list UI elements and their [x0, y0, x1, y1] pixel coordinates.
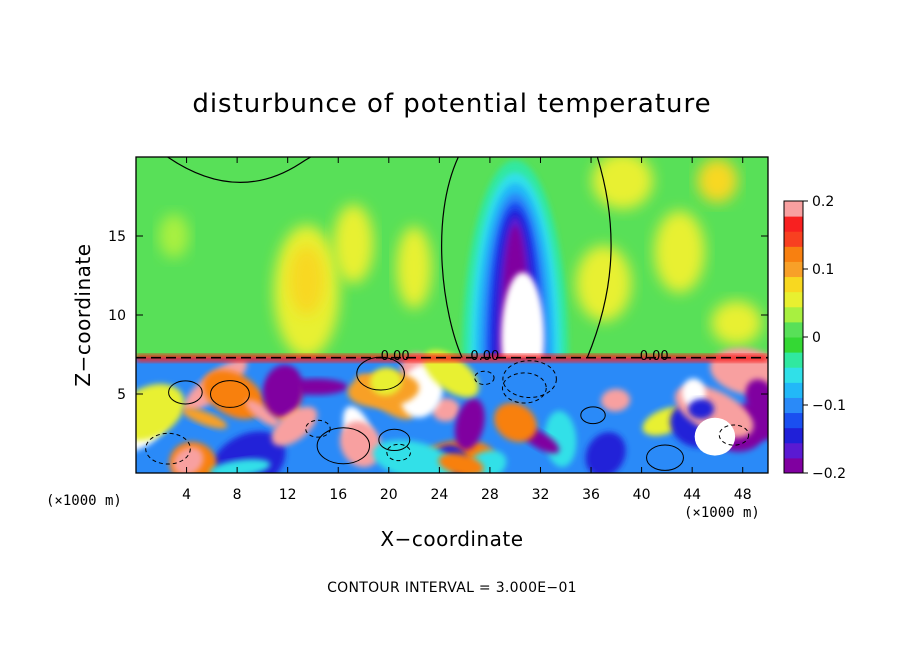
contour-label: 0.00 — [470, 349, 499, 364]
contour-label: 0.00 — [640, 349, 669, 364]
eddy-contour — [646, 444, 684, 471]
eddy-contour — [316, 427, 371, 465]
x-tick-label: 48 — [734, 487, 752, 503]
colorbar-tick-label: 0.1 — [812, 262, 834, 278]
x-tick-label: 8 — [233, 487, 242, 503]
x-tick-label: 24 — [430, 487, 448, 503]
eddy-contour — [502, 360, 557, 398]
x-tick-label: 12 — [279, 487, 297, 503]
warm-anomaly — [711, 300, 762, 346]
x-unit-left: (×1000 m) — [46, 493, 122, 509]
x-tick-label: 32 — [532, 487, 550, 503]
x-tick-label: 16 — [329, 487, 347, 503]
x-tick-label: 20 — [380, 487, 398, 503]
colorbar-swatch — [784, 367, 803, 383]
eddy — [245, 399, 280, 427]
colorbar-swatch — [784, 457, 803, 474]
warm-anomaly — [654, 210, 705, 293]
eddy — [136, 383, 185, 441]
eddy — [369, 367, 402, 396]
contour-label: 0.00 — [381, 349, 410, 364]
colorbar-tick-label: −0.2 — [812, 466, 846, 482]
warm-anomaly — [592, 157, 653, 210]
warm-anomaly — [288, 245, 325, 315]
eddy-contour — [718, 424, 750, 446]
eddy — [262, 364, 304, 418]
warm-anomaly — [575, 245, 632, 322]
colorbar-swatch — [784, 412, 803, 429]
colorbar-swatch — [784, 321, 803, 338]
colorbar-swatch — [784, 337, 803, 353]
eddy-contour — [378, 428, 411, 452]
x-unit-right: (×1000 m) — [684, 505, 760, 521]
warm-anomaly — [158, 213, 190, 259]
zero-contour-plume-right — [586, 157, 612, 358]
warm-anomaly — [697, 158, 738, 203]
colorbar-swatch — [784, 306, 803, 323]
eddy — [454, 398, 485, 451]
x-ticks: 4 8 12 16 20 24 28 32 36 40 44 48 — [182, 157, 752, 503]
eddy — [601, 388, 631, 412]
eddy — [466, 450, 507, 473]
eddy-contour — [209, 380, 250, 408]
eddy-contour — [305, 419, 331, 438]
colorbar-tick-label: 0 — [812, 330, 821, 346]
x-tick-label: 4 — [182, 487, 191, 503]
zero-contour-plume-left — [441, 157, 463, 358]
eddy-contour — [168, 380, 203, 405]
colorbar-swatch — [784, 352, 803, 368]
eddy — [271, 406, 318, 447]
colorbar-swatch — [784, 427, 803, 444]
x-axis-label: X−coordinate — [380, 527, 523, 551]
x-tick-label: 36 — [582, 487, 600, 503]
eddy — [173, 446, 204, 473]
colorbar-swatch — [784, 246, 803, 262]
y-axis-label: Z−coordinate — [71, 243, 95, 386]
zero-contour-top — [167, 157, 402, 183]
y-ticks: 5 10 15 — [108, 229, 768, 403]
colorbar-swatch — [784, 382, 803, 398]
x-tick-label: 28 — [481, 487, 499, 503]
colorbar-swatch — [784, 291, 803, 308]
colorbar-swatch — [784, 442, 803, 459]
eddy-contour — [501, 372, 547, 404]
colorbar-swatch — [784, 276, 803, 293]
eddy — [688, 399, 714, 419]
eddy — [438, 453, 484, 473]
y-tick-label: 10 — [108, 308, 126, 324]
colorbar-swatch — [784, 397, 803, 414]
colorbar-swatch — [784, 216, 803, 232]
eddy-core — [694, 417, 736, 456]
colorbar-tick-label: 0.2 — [812, 194, 834, 210]
colorbar-swatch — [784, 231, 803, 247]
colorbar-swatch — [784, 261, 803, 278]
eddy — [494, 402, 537, 443]
eddy — [432, 398, 460, 422]
x-tick-label: 44 — [683, 487, 701, 503]
contour-labels: 0.00 0.00 0.00 — [381, 349, 669, 364]
contour-interval-note: CONTOUR INTERVAL = 3.000E−01 — [327, 580, 577, 596]
eddy-contour — [145, 432, 191, 465]
colorbar-tick-label: −0.1 — [812, 398, 846, 414]
eddy — [182, 408, 228, 429]
eddy-contour — [580, 406, 606, 425]
contour-lines — [136, 157, 768, 471]
eddy-contour — [356, 356, 405, 391]
colorbar-swatch — [784, 201, 803, 217]
eddy — [339, 421, 382, 468]
warm-anomaly — [396, 226, 432, 309]
y-tick-label: 15 — [108, 229, 126, 245]
eddy-contour — [474, 370, 495, 386]
y-tick-label: 5 — [117, 387, 126, 403]
chart-title: disturbunce of potential temperature — [192, 89, 711, 119]
colorbar: 0.2 0.1 0 −0.1 −0.2 — [783, 194, 846, 482]
warm-anomaly — [333, 204, 374, 284]
eddy — [585, 432, 626, 473]
eddy — [423, 350, 479, 398]
eddy-contour — [386, 443, 412, 462]
eddy — [745, 379, 768, 420]
x-tick-label: 40 — [633, 487, 651, 503]
